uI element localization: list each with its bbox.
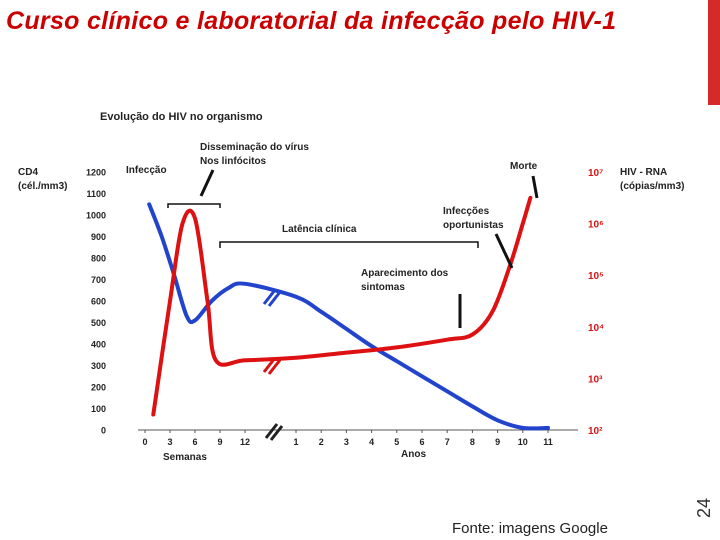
x-tick-label-years: 8 xyxy=(470,437,475,447)
x-tick-label-weeks: 9 xyxy=(217,437,222,447)
annotation-death: Morte xyxy=(510,161,538,172)
y-right-tick-label: 10² xyxy=(588,426,603,437)
y-left-tick-label: 800 xyxy=(91,254,106,264)
chart-background xyxy=(8,100,708,465)
chart-title: Evolução do HIV no organismo xyxy=(100,111,263,123)
x-label-weeks: Semanas xyxy=(163,452,207,463)
hiv_rna-series-line xyxy=(151,195,533,417)
y-left-tick-label: 600 xyxy=(91,297,106,307)
death-arrow xyxy=(531,175,539,199)
y-left-tick-label: 1100 xyxy=(86,189,106,199)
break-marks xyxy=(262,289,284,441)
x-tick-label-weeks: 12 xyxy=(240,437,250,447)
y-left-tick-label: 0 xyxy=(101,426,106,436)
y-left-tick-label: 400 xyxy=(91,340,106,350)
y-left-tick-label: 900 xyxy=(91,232,106,242)
y-left-ticks: 0 100 200 300 400 500 600 700 800 900 1000 1100 1200 xyxy=(86,168,106,436)
chart-area: Evolução do HIV no organismo CD4 (cél./m… xyxy=(8,100,708,465)
opportunistic-arrow xyxy=(494,233,514,269)
dissemination-arrow xyxy=(199,169,215,197)
y-right-tick-label: 10³ xyxy=(588,374,603,385)
source-caption: Fonte: imagens Google xyxy=(452,520,608,537)
hiv-course-chart: Evolução do HIV no organismo CD4 (cél./m… xyxy=(8,100,708,465)
y-right-tick-label: 10⁷ xyxy=(588,168,603,179)
y-right-label-line2: (cópias/mm3) xyxy=(620,181,684,192)
x-tick-label-years: 2 xyxy=(319,437,324,447)
y-right-tick-label: 10⁵ xyxy=(588,271,604,282)
y-left-tick-label: 700 xyxy=(91,275,106,285)
x-tick-label-years: 1 xyxy=(293,437,298,447)
x-tick-label-years: 10 xyxy=(518,437,528,447)
y-left-label-line1: CD4 xyxy=(18,167,38,178)
annotation-opportunistic-line2: oportunistas xyxy=(443,220,504,231)
series-layer xyxy=(147,195,550,431)
y-left-tick-label: 500 xyxy=(91,318,106,328)
accent-bar xyxy=(708,0,720,105)
annotation-latency: Latência clínica xyxy=(282,224,357,235)
cd4-series-line xyxy=(147,202,550,431)
x-tick-label-years: 9 xyxy=(495,437,500,447)
rna-axis-break-mark xyxy=(262,357,282,375)
x-axis-break-mark xyxy=(264,423,284,441)
x-ticks: 0 3 6 9 12 1 2 3 4 5 6 7 8 9 10 11 xyxy=(142,430,553,447)
y-left-tick-label: 300 xyxy=(91,361,106,371)
annotation-symptoms-line2: sintomas xyxy=(361,282,405,293)
annotations: Infecção Disseminação do vírus Nos linfó… xyxy=(126,142,539,328)
annotation-dissemination-line1: Disseminação do vírus xyxy=(200,142,309,153)
annotation-infection: Infecção xyxy=(126,165,167,176)
y-left-label-line2: (cél./mm3) xyxy=(18,181,67,192)
annotation-symptoms-line1: Aparecimento dos xyxy=(361,268,449,279)
x-tick-label-weeks: 6 xyxy=(192,437,197,447)
x-tick-label-weeks: 0 xyxy=(142,437,147,447)
x-tick-label-years: 5 xyxy=(394,437,399,447)
x-tick-label-years: 6 xyxy=(419,437,424,447)
y-left-tick-label: 1200 xyxy=(86,168,106,178)
x-label-years: Anos xyxy=(401,449,426,460)
x-tick-label-weeks: 3 xyxy=(167,437,172,447)
y-left-tick-label: 200 xyxy=(91,383,106,393)
dissemination-bracket xyxy=(167,203,221,208)
cd4-axis-break-mark xyxy=(262,289,282,307)
y-right-tick-label: 10⁴ xyxy=(588,323,604,334)
x-tick-label-years: 7 xyxy=(445,437,450,447)
x-tick-label-years: 11 xyxy=(543,437,553,447)
y-right-tick-label: 10⁶ xyxy=(588,220,604,231)
annotation-opportunistic-line1: Infecções xyxy=(443,206,490,217)
slide-title: Curso clínico e laboratorial da infecção… xyxy=(6,7,617,35)
y-right-label-line1: HIV - RNA xyxy=(620,167,667,178)
latency-bracket xyxy=(219,241,479,248)
page-number: 24 xyxy=(694,497,714,519)
y-right-ticks: 10² 10³ 10⁴ 10⁵ 10⁶ 10⁷ xyxy=(588,168,604,437)
y-left-tick-label: 1000 xyxy=(86,211,106,221)
x-tick-label-years: 3 xyxy=(344,437,349,447)
x-tick-label-years: 4 xyxy=(369,437,374,447)
y-left-tick-label: 100 xyxy=(91,404,106,414)
annotation-dissemination-line2: Nos linfócitos xyxy=(200,156,267,167)
